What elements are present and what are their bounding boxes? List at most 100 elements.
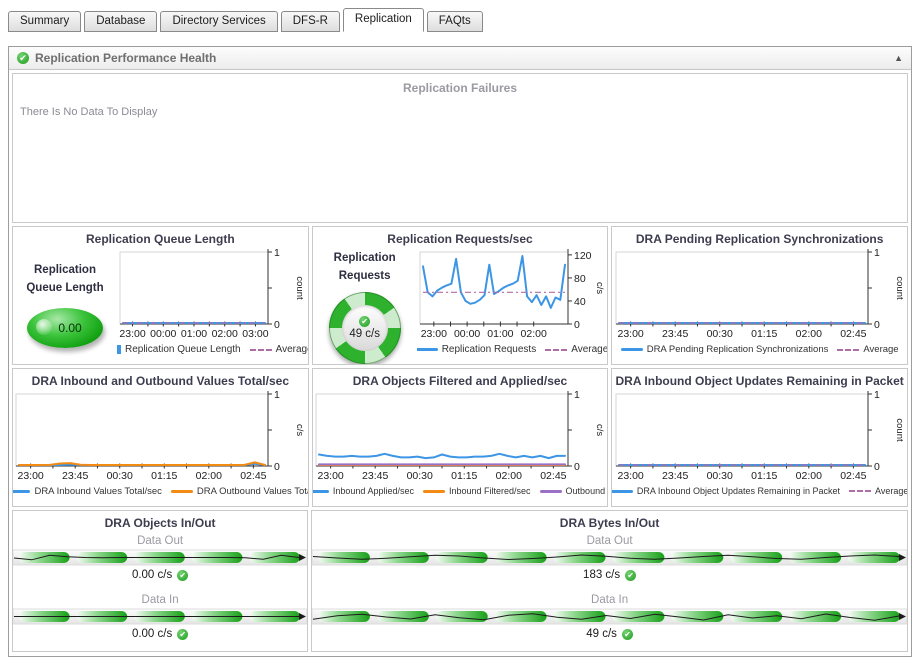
flow-row-label: Data In — [591, 594, 629, 606]
flow-bar — [13, 549, 307, 566]
svg-text:00:00: 00:00 — [150, 328, 176, 340]
svg-text:02:45: 02:45 — [241, 470, 267, 482]
svg-text:01:15: 01:15 — [751, 470, 777, 482]
chart-canvas: 0 1 c/s 23:00 23:45 00:30 01:15 02:00 02:45 — [15, 389, 305, 482]
svg-text:23:00: 23:00 — [18, 470, 44, 482]
flow-value-text: 0.00 c/s — [131, 569, 173, 581]
legend-label: Average — [275, 344, 308, 355]
section-title: Replication Performance Health — [35, 51, 217, 65]
chart-area: 0 1 count 23:00 23:45 00:30 01:15 02:00 02:45 DRA… — [612, 388, 907, 496]
svg-text:01:15: 01:15 — [751, 328, 777, 340]
tab-dfs-r[interactable]: DFS-R — [280, 11, 340, 32]
chart-canvas: 0 1 c/s 23:00 23:45 00:30 01:15 02:00 02:45 — [315, 389, 605, 482]
panel-dra-inbound-outbound-values: DRA Inbound and Outbound Values Total/se… — [12, 368, 309, 507]
svg-text:count: count — [894, 276, 905, 300]
flow-row-value: 0.00 c/s ✔ — [13, 569, 307, 581]
legend-marker-square — [117, 345, 121, 354]
legend-marker-line — [539, 489, 562, 493]
legend-item: Average — [849, 486, 907, 496]
chart-legend: DRA Pending Replication Synchronizations… — [612, 344, 907, 355]
legend-label: Average — [571, 344, 608, 355]
failures-title: Replication Failures — [402, 81, 518, 95]
gauge-value: 0.00 — [58, 320, 82, 335]
panel-replication-queue-length: Replication Queue Length Replication Queu… — [12, 226, 309, 365]
legend-marker-dash — [249, 348, 272, 351]
tab-replication[interactable]: Replication — [342, 8, 424, 32]
svg-text:02:00: 02:00 — [795, 470, 821, 482]
legend-item: DRA Inbound Object Updates Remaining in … — [612, 486, 840, 496]
svg-text:0: 0 — [574, 461, 580, 473]
chart-body: 0 1 count 23:00 23:45 00:30 01:15 02:00 02:45 DRA… — [612, 388, 907, 496]
collapse-arrow-icon[interactable]: ▲ — [894, 53, 903, 63]
svg-text:02:00: 02:00 — [795, 328, 821, 340]
legend-label: Outbound F — [565, 486, 608, 496]
ring-gauge: ✔ 49 c/s — [328, 291, 401, 364]
svg-text:count: count — [294, 276, 305, 300]
svg-text:00:30: 00:30 — [706, 328, 732, 340]
svg-text:1: 1 — [874, 247, 880, 259]
tab-faqts[interactable]: FAQts — [426, 11, 483, 32]
legend-marker-dash — [545, 348, 568, 351]
svg-text:23:45: 23:45 — [362, 470, 388, 482]
svg-text:23:00: 23:00 — [617, 470, 643, 482]
legend-label: Replication Queue Length — [124, 344, 241, 355]
panel-dra-bytes-in-out: DRA Bytes In/Out Data Out 183 c/s ✔ Data In 4… — [311, 510, 908, 652]
svg-text:01:15: 01:15 — [451, 470, 477, 482]
legend-item: Replication Queue Length — [117, 344, 241, 355]
gauge-label: Replication Requests — [333, 252, 396, 282]
legend-marker-line — [620, 348, 643, 351]
health-status-check-icon: ✔ — [17, 52, 29, 64]
legend-item: Replication Requests — [416, 344, 537, 355]
flow-bar — [312, 608, 908, 625]
svg-text:1: 1 — [274, 389, 280, 401]
gauge-inner: ✔ 49 c/s — [341, 304, 388, 351]
gauge-highlight — [36, 318, 52, 335]
flow-row-value: 49 c/s ✔ — [312, 628, 907, 640]
svg-text:23:00: 23:00 — [120, 328, 146, 340]
tab-directory-services[interactable]: Directory Services — [160, 11, 278, 32]
legend-marker-line — [312, 489, 329, 493]
svg-text:40: 40 — [574, 296, 586, 308]
chart-area: 0 1 c/s 23:00 23:45 00:30 01:15 02:00 02:45 Inbou… — [312, 388, 608, 496]
chart-title: Replication Queue Length — [85, 232, 235, 246]
flow-row-label: Data Out — [137, 535, 184, 547]
legend-marker-line — [612, 489, 633, 493]
flow-value-text: 183 c/s — [583, 569, 621, 581]
svg-text:00:00: 00:00 — [454, 328, 480, 340]
flow-row-label: Data Out — [586, 535, 633, 547]
gauge: Replication Requests ✔ 49 c/s — [313, 246, 417, 364]
legend-item: Average — [249, 344, 308, 355]
gauge-label: Replication Queue Length — [26, 264, 104, 294]
svg-text:23:00: 23:00 — [421, 328, 447, 340]
svg-text:0: 0 — [274, 319, 280, 331]
legend-label: Replication Requests — [441, 344, 537, 355]
svg-text:80: 80 — [574, 273, 586, 285]
legend-item: DRA Inbound Values Total/sec — [13, 486, 162, 497]
chart-canvas: 0 40 80 120 c/s 23:00 00:00 01:00 02:00 — [419, 249, 605, 340]
svg-text:23:00: 23:00 — [317, 470, 343, 482]
flow-title: DRA Objects In/Out — [104, 516, 216, 530]
replication-failures-panel: Replication Failures There Is No Data To… — [12, 73, 908, 223]
svg-text:0: 0 — [274, 461, 280, 473]
chart-title: Replication Requests/sec — [387, 232, 533, 246]
gauge-value: 49 c/s — [349, 327, 380, 340]
chart-area: 0 1 count 23:00 23:45 00:30 01:15 02:00 02:45 DRA… — [612, 246, 907, 355]
svg-text:00:30: 00:30 — [107, 470, 133, 482]
svg-text:02:00: 02:00 — [196, 470, 222, 482]
legend-label: DRA Pending Replication Synchronizations — [646, 344, 829, 355]
flow-row-label: Data In — [141, 594, 179, 606]
svg-text:c/s: c/s — [594, 424, 605, 436]
flow-grid: DRA Objects In/Out Data Out 0.00 c/s ✔ Data … — [12, 510, 908, 652]
svg-text:c/s: c/s — [594, 282, 605, 294]
svg-text:0: 0 — [574, 319, 580, 331]
tab-summary[interactable]: Summary — [8, 11, 82, 32]
tab-database[interactable]: Database — [84, 11, 158, 32]
svg-text:0: 0 — [874, 319, 880, 331]
tab-bar: Summary Database Directory Services DFS-R Re… — [0, 0, 920, 32]
svg-text:0: 0 — [874, 461, 880, 473]
legend-label: DRA Inbound Values Total/sec — [34, 486, 162, 497]
svg-text:02:00: 02:00 — [212, 328, 238, 340]
chart-title: DRA Objects Filtered and Applied/sec — [352, 374, 568, 388]
svg-text:23:45: 23:45 — [662, 328, 688, 340]
flow-value-text: 0.00 c/s — [131, 628, 173, 640]
